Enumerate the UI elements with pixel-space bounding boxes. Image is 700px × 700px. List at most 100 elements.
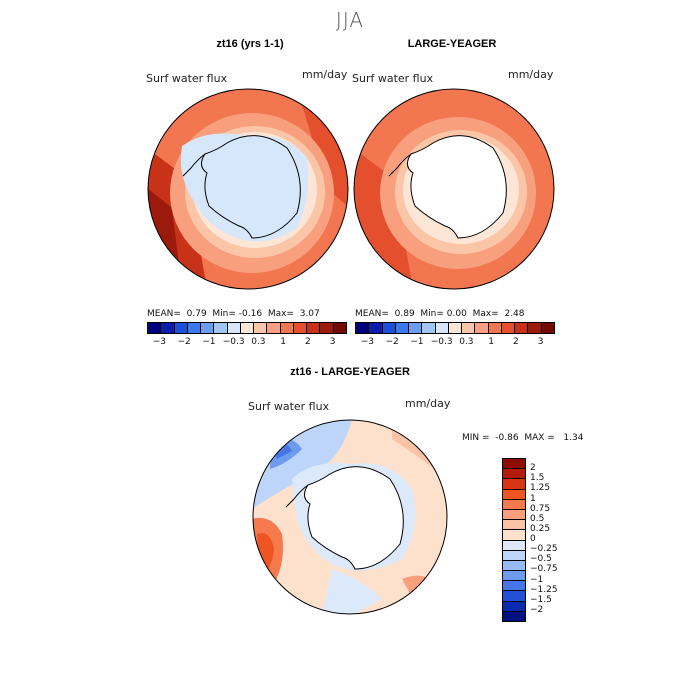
colorbar-tick-label: 1 [280, 337, 286, 347]
colorbar-swatch [320, 323, 334, 333]
colorbar-tick-label: −2 [177, 337, 191, 347]
colorbar-tick-label: 2 [530, 463, 536, 474]
colorbar-swatch [503, 520, 525, 531]
colorbar-swatch [148, 323, 162, 333]
colorbar-tick-label: −3 [360, 337, 375, 347]
colorbar-tick-label: −0.75 [530, 564, 558, 575]
mean-value: 0.89 [394, 309, 415, 319]
colorbar-swatch [174, 323, 188, 333]
colorbar-swatch [503, 509, 525, 521]
colorbar-swatch [161, 323, 175, 333]
colorbar-swatch [462, 323, 476, 333]
colorbar-swatch [395, 323, 410, 333]
colorbar-swatch [503, 571, 525, 582]
colorbar-swatch [409, 323, 423, 333]
colorbar-swatch [503, 540, 525, 551]
variable-label-2: Surf water flux [352, 72, 434, 85]
units-label-2: mm/day [508, 68, 554, 81]
colorbar-tick-label: 3 [329, 337, 336, 347]
colorbar-swatch [448, 323, 463, 333]
colorbar-swatch [541, 323, 554, 333]
min-label: Min= [212, 309, 236, 319]
colorbar-ticks-zt16: −3 −2 −1 −0.3 0.3 1 2 3 [147, 337, 345, 349]
colorbar-swatch [267, 323, 281, 333]
colorbar-swatch [422, 323, 436, 333]
colorbar-tick-label: 1 [530, 493, 536, 504]
colorbar-swatch [503, 499, 525, 510]
colorbar-tick-label: −3 [152, 337, 167, 347]
variable-label-1: Surf water flux [146, 72, 228, 85]
colorbar-tick-label: 3 [537, 337, 544, 347]
colorbar-tick-label: −0.5 [530, 554, 552, 565]
stats-difference: MIN = -0.86 MAX = 1.34 [462, 433, 583, 443]
colorbar-difference [502, 458, 526, 622]
colorbar-swatch [475, 323, 489, 333]
colorbar-tick-label: 1 [488, 337, 494, 347]
colorbar-swatch [254, 323, 268, 333]
panel-title-large-yeager: LARGE-YEAGER [407, 38, 497, 50]
colorbar-swatch [501, 323, 516, 333]
colorbar-swatch [333, 323, 346, 333]
colorbar-swatch [435, 323, 449, 333]
colorbar-swatch [356, 323, 370, 333]
colorbar-large-yeager [355, 322, 555, 334]
map-difference [252, 419, 448, 615]
colorbar-swatch [503, 601, 525, 612]
stats-large-yeager: MEAN= 0.89 Min= 0.00 Max= 2.48 [355, 309, 525, 319]
min-label: Min= [420, 309, 444, 319]
units-label-3: mm/day [405, 397, 451, 410]
units-label-1: mm/day [302, 68, 348, 81]
colorbar-tick-label: −1.5 [530, 594, 552, 605]
colorbar-swatch [528, 323, 542, 333]
colorbar-ticks-difference: 2 1.5 1.25 1 0.75 0.5 0.25 0 −0.25 −0.5 −0.75 −1 −1.… [530, 458, 600, 620]
colorbar-swatch [240, 323, 255, 333]
colorbar-swatch [369, 323, 383, 333]
colorbar-swatch [488, 323, 502, 333]
min-value: -0.16 [238, 309, 263, 319]
colorbar-tick-label: 0 [530, 534, 536, 544]
max-value: 2.48 [504, 309, 525, 319]
colorbar-tick-label: −1 [202, 337, 216, 347]
colorbar-swatch [307, 323, 321, 333]
panel-title-zt16: zt16 (yrs 1-1) [216, 38, 284, 50]
panel-title-difference: zt16 - LARGE-YEAGER [290, 366, 410, 378]
map-zt16 [147, 88, 349, 290]
min-value: 0.00 [446, 309, 467, 319]
colorbar-swatch [503, 611, 525, 621]
max-label: Max= [472, 309, 499, 319]
colorbar-tick-label: −1 [410, 337, 424, 347]
colorbar-tick-label: −0.3 [222, 337, 245, 347]
colorbar-zt16 [147, 322, 347, 334]
colorbar-tick-label: 0.25 [530, 523, 551, 534]
colorbar-tick-label: 1.25 [530, 483, 551, 494]
colorbar-swatch [227, 323, 241, 333]
stats-zt16: MEAN= 0.79 Min= -0.16 Max= 3.07 [147, 309, 320, 319]
colorbar-swatch [503, 479, 525, 490]
colorbar-swatch [503, 469, 525, 480]
colorbar-swatch [503, 550, 525, 561]
colorbar-swatch [382, 323, 396, 333]
colorbar-tick-label: 2 [305, 337, 311, 347]
colorbar-tick-label: 0.75 [530, 503, 551, 514]
colorbar-swatch [187, 323, 202, 333]
colorbar-tick-label: −2 [530, 604, 544, 615]
colorbar-swatch [201, 323, 215, 333]
colorbar-tick-label: 2 [513, 337, 519, 347]
colorbar-swatch [503, 489, 525, 500]
colorbar-tick-label: −1.25 [530, 584, 558, 595]
min-label: MIN = [462, 433, 490, 443]
colorbar-tick-label: 0.3 [459, 337, 474, 347]
colorbar-tick-label: −0.3 [430, 337, 453, 347]
max-value: 1.34 [563, 433, 584, 443]
colorbar-tick-label: −2 [385, 337, 399, 347]
mean-label: MEAN= [355, 309, 389, 319]
season-title: JJA [335, 8, 365, 32]
colorbar-swatch [503, 560, 525, 572]
colorbar-tick-label: 1.5 [530, 473, 545, 484]
colorbar-swatch [503, 530, 525, 541]
colorbar-tick-label: −1 [530, 574, 544, 585]
colorbar-swatch [293, 323, 308, 333]
variable-label-3: Surf water flux [248, 400, 330, 413]
max-label: MAX = [524, 433, 555, 443]
colorbar-ticks-large-yeager: −3 −2 −1 −0.3 0.3 1 2 3 [355, 337, 553, 349]
